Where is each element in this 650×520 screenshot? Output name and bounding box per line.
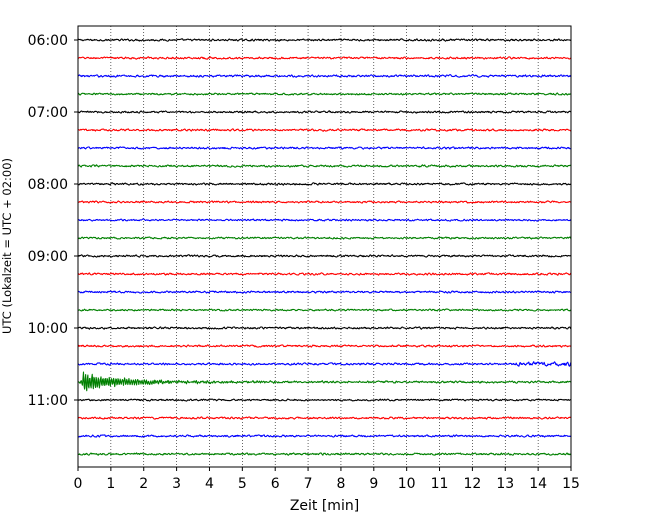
trace-0915	[77, 272, 572, 276]
y-tick-label-1: 07:00	[28, 105, 68, 121]
y-axis: 06:00 07:00 08:00 09:00 10:00 11:00	[28, 33, 78, 409]
trace-0845	[77, 236, 572, 240]
x-tick-label-15: 15	[562, 476, 580, 492]
x-tick-label-7: 7	[304, 476, 313, 492]
trace-0815	[77, 200, 572, 204]
x-tick-label-1: 1	[106, 476, 115, 492]
x-tick-label-5: 5	[238, 476, 247, 492]
x-tick-label-14: 14	[529, 476, 547, 492]
x-tick-label-6: 6	[271, 476, 280, 492]
x-tick-label-11: 11	[431, 476, 449, 492]
x-tick-label-0: 0	[74, 476, 83, 492]
trace-1045	[77, 371, 572, 392]
trace-0630	[77, 74, 572, 78]
x-tick-label-9: 9	[369, 476, 378, 492]
y-tick-label-2: 08:00	[28, 177, 68, 193]
x-tick-label-2: 2	[139, 476, 148, 492]
x-tick-label-10: 10	[398, 476, 416, 492]
y-tick-label-4: 10:00	[28, 321, 68, 337]
y-tick-label-5: 11:00	[28, 393, 68, 409]
trace-1130	[77, 434, 572, 438]
trace-1145	[77, 452, 572, 456]
x-axis-label: Zeit [min]	[290, 498, 359, 514]
y-axis-label: UTC (Lokalzeit = UTC + 02:00)	[0, 158, 14, 334]
plot-frame	[77, 25, 572, 468]
trace-0930	[77, 290, 572, 294]
trace-0745	[77, 164, 572, 168]
trace-0645	[77, 92, 572, 96]
trace-0615	[77, 56, 572, 60]
trace-0945	[77, 308, 572, 312]
x-tick-label-13: 13	[496, 476, 514, 492]
y-tick-label-0: 06:00	[28, 33, 68, 49]
trace-1030	[77, 361, 572, 367]
trace-0700	[77, 110, 572, 114]
y-tick-label-3: 09:00	[28, 249, 68, 265]
trace-1100	[77, 398, 572, 402]
trace-1115	[77, 416, 572, 420]
trace-layer	[77, 38, 572, 456]
trace-0600	[77, 38, 572, 42]
trace-0900	[77, 254, 572, 258]
x-axis: 0 1 2 3 4 5 6 7 8 9 10 11 12 13 14 15	[74, 467, 580, 492]
x-tick-label-4: 4	[205, 476, 214, 492]
trace-0800	[77, 182, 572, 186]
trace-0715	[77, 128, 572, 132]
trace-1015	[77, 344, 572, 348]
x-tick-label-8: 8	[336, 476, 345, 492]
x-tick-label-3: 3	[172, 476, 181, 492]
x-tick-label-12: 12	[463, 476, 481, 492]
trace-0830	[77, 218, 572, 222]
trace-1000	[77, 326, 572, 330]
trace-0730	[77, 146, 572, 150]
